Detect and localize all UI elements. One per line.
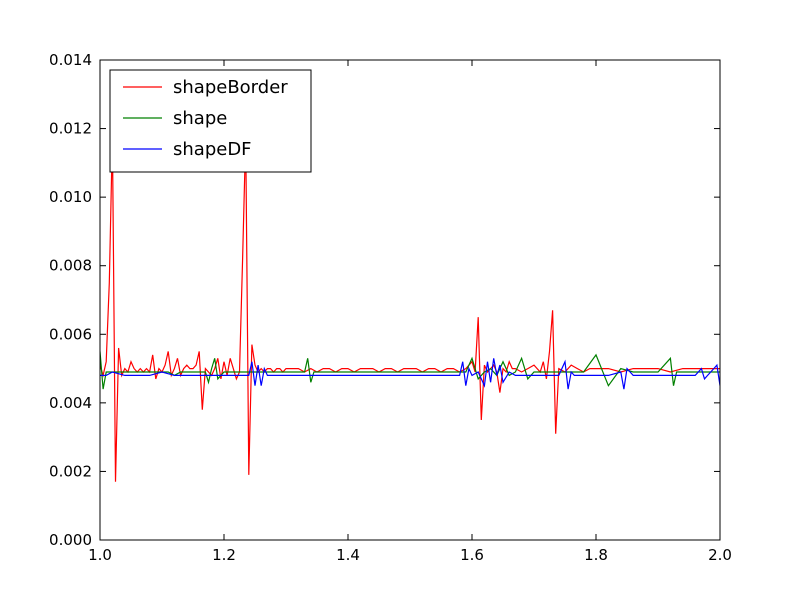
y-tick-label: 0.012	[49, 120, 92, 138]
y-tick-label: 0.004	[49, 394, 92, 412]
y-tick-label: 0.014	[49, 51, 92, 69]
y-tick-label: 0.008	[49, 257, 92, 275]
series-line-shape	[100, 351, 720, 390]
axes-layer: 1.0 1.2 1.4 1.6 1.8 2.0 0.000 0.002 0.004 0.006 0.…	[49, 51, 732, 564]
legend-label-shapeBorder: shapeBorder	[173, 77, 288, 98]
x-tick-label: 1.6	[460, 546, 484, 564]
plot-layer	[100, 135, 720, 482]
y-tick-label: 0.002	[49, 462, 92, 480]
y-tick-label: 0.000	[49, 531, 92, 549]
axes-frame	[99, 59, 721, 541]
legend-label-shape: shape	[173, 108, 227, 129]
y-tick-label: 0.006	[49, 325, 92, 343]
x-tick-label: 1.8	[584, 546, 608, 564]
legend: shapeBorder shape shapeDF	[109, 69, 312, 173]
x-tick-label: 2.0	[708, 546, 732, 564]
x-tick-label: 1.4	[336, 546, 360, 564]
legend-label-shapeDF: shapeDF	[173, 139, 252, 160]
x-tick-label: 1.0	[88, 546, 112, 564]
x-tick-label: 1.2	[212, 546, 236, 564]
y-tick-label: 0.010	[49, 188, 92, 206]
series-line-shapeDF	[100, 358, 720, 390]
